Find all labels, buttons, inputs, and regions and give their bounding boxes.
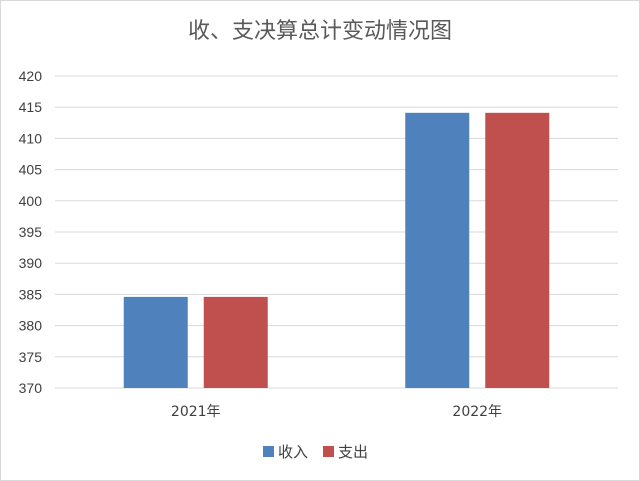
y-axis-ticks: 370 375 380 385 390 395 400 405 410 415 420 [19, 68, 43, 396]
bar-expense-1 [203, 296, 268, 388]
y-tick-label: 380 [19, 318, 43, 334]
y-tick-label: 410 [19, 130, 43, 146]
chart-title: 收、支决算总计变动情况图 [188, 19, 452, 44]
legend-swatch [323, 446, 334, 457]
y-tick-label: 420 [19, 68, 43, 84]
y-tick-label: 385 [19, 286, 43, 302]
legend-swatch [263, 446, 274, 457]
y-tick-label: 390 [19, 255, 43, 271]
y-tick-label: 370 [19, 380, 43, 396]
y-tick-label: 405 [19, 162, 43, 178]
bar-income-2 [405, 112, 470, 388]
bars [123, 112, 550, 388]
x-category-label: 2022年 [452, 404, 502, 420]
x-axis-labels: 2021年 2022年 [171, 404, 502, 420]
legend-label: 支出 [338, 443, 368, 461]
bar-expense-2 [485, 112, 550, 388]
bar-income-1 [123, 296, 188, 388]
y-tick-label: 395 [19, 224, 43, 240]
legend-label: 收入 [278, 443, 308, 461]
y-tick-label: 375 [19, 349, 43, 365]
y-tick-label: 415 [19, 99, 43, 115]
legend: 收入 支出 [263, 443, 368, 461]
x-category-label: 2021年 [171, 404, 221, 420]
y-tick-label: 400 [19, 193, 43, 209]
